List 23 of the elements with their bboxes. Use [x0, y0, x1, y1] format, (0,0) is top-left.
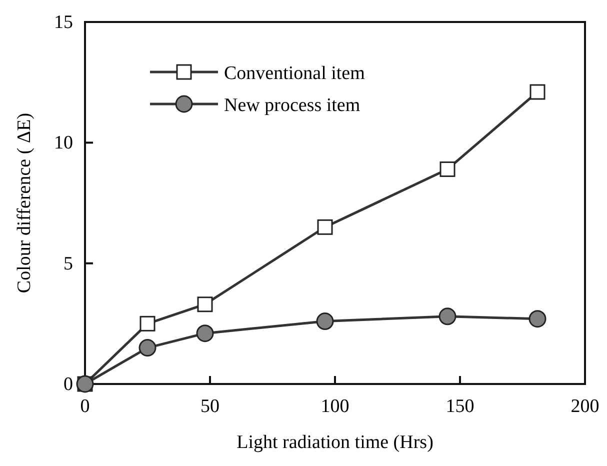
point	[528, 310, 546, 328]
y-tick-label: 5	[64, 253, 73, 274]
x-tick-label: 100	[320, 396, 350, 417]
point	[530, 84, 546, 100]
x-tick-label: 0	[80, 396, 90, 417]
point	[317, 219, 333, 235]
x-tick-label: 200	[570, 396, 600, 417]
point	[196, 324, 214, 342]
point	[316, 312, 334, 330]
legend-label: Conventional item	[224, 63, 366, 84]
point	[438, 308, 456, 326]
point	[140, 316, 156, 332]
y-axis-title: Colour difference ( ΔE)	[14, 112, 35, 294]
point	[197, 296, 213, 312]
point	[138, 339, 156, 357]
point	[440, 161, 456, 177]
y-tick-label: 0	[64, 374, 73, 395]
legend-label: New process item	[224, 95, 360, 116]
x-tick-label: 50	[200, 396, 220, 417]
y-tick-label: 10	[54, 132, 73, 154]
x-axis-title: Light radiation time (Hrs)	[236, 432, 434, 453]
x-tick-label: 150	[446, 396, 474, 417]
y-tick-label: 15	[54, 12, 73, 33]
